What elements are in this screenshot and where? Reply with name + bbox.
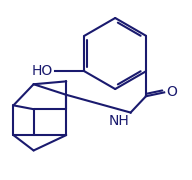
Text: O: O — [166, 85, 177, 99]
Text: NH: NH — [109, 114, 130, 127]
Text: HO: HO — [32, 64, 53, 78]
